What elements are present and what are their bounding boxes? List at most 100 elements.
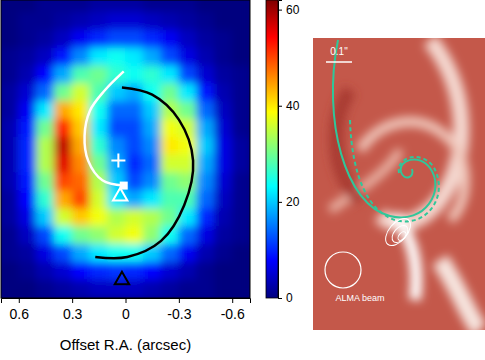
heatmap-cell [1,226,19,245]
colorbar-tick-label: 60 [286,3,300,17]
heatmap-cell [125,119,144,138]
heatmap-cell [89,137,108,156]
heatmap-cell [107,244,126,263]
heatmap-cell [107,12,126,31]
heatmap-cell [36,83,55,102]
heatmap-cell [36,244,55,263]
heatmap-cell [125,155,144,174]
heatmap-cell [18,66,37,85]
heatmap-cell [36,48,55,67]
heatmap-cell [54,83,73,102]
heatmap-cell [196,155,215,174]
heatmap-cell [143,262,162,281]
heatmap-cell [232,280,250,298]
heatmap-cell [107,0,126,13]
heatmap-cell [89,12,108,31]
heatmap-cell [196,101,215,120]
heatmap-cell [72,226,91,245]
spiral-model-dashed [350,120,439,221]
x-tick-mark [72,298,73,303]
heatmap-cell [178,48,197,67]
heatmap-cell [196,83,215,102]
heatmap-cell [214,30,233,49]
x-tick: 0.3 [63,298,83,322]
heatmap [1,0,250,298]
heatmap-cell [161,48,180,67]
heatmap-cell [36,30,55,49]
heatmap-cell [18,226,37,245]
marker-triangle [115,272,129,284]
heatmap-cell [89,190,108,209]
marker-triangle [113,188,127,200]
heatmap-cell [72,137,91,156]
heatmap-cell [89,101,108,120]
heatmap-cell [54,226,73,245]
heatmap-cell [125,208,144,227]
heatmap-cell [1,12,19,31]
heatmap-cell [196,190,215,209]
heatmap-cell [178,66,197,85]
heatmap-cell [107,208,126,227]
heatmap-cell [161,0,180,13]
heatmap-cell [161,155,180,174]
heatmap-cell [196,280,215,298]
heatmap-cell [54,190,73,209]
overlay-arc [95,87,193,258]
heatmap-cell [214,262,233,281]
heatmap-cell [89,83,108,102]
heatmap-cell [143,280,162,298]
marker-shape [113,188,127,200]
heatmap-cell [143,48,162,67]
contour [381,214,415,250]
heatmap-cell [178,83,197,102]
heatmap-cell [54,137,73,156]
plot-area [1,0,250,298]
heatmap-cell [72,48,91,67]
heatmap-cell [143,12,162,31]
heatmap-cell [1,48,19,67]
heatmap-cell [143,101,162,120]
heatmap-cell [18,48,37,67]
heatmap-cell [36,12,55,31]
heatmap-cell [1,173,19,192]
heatmap-cell [54,48,73,67]
heatmap-cell [196,262,215,281]
heatmap-cell [232,66,250,85]
contour [389,222,411,245]
x-tick-mark [232,298,233,303]
heatmap-cell [161,12,180,31]
heatmap-cell [232,155,250,174]
colorbar [266,0,278,298]
heatmap-cell [1,208,19,227]
heatmap-cell [1,262,19,281]
heatmap-cell [178,30,197,49]
heatmap-cell [36,280,55,298]
heatmap-cell [72,119,91,138]
heatmap-cell [214,12,233,31]
plot-frame [1,0,250,298]
figure: 0.60.30-0.3-0.6Offset R.A. (arcsec)02040… [0,0,485,360]
heatmap-cell [107,30,126,49]
heatmap-cell [107,226,126,245]
heatmap-cell [232,173,250,192]
heatmap-cell [36,137,55,156]
simulation-panel [313,38,485,330]
heatmap-cell [36,208,55,227]
heatmap-cell [72,12,91,31]
heatmap-cell [54,119,73,138]
heatmap-cell [18,12,37,31]
heatmap-cell [89,66,108,85]
heatmap-cell [232,48,250,67]
heatmap-cell [196,48,215,67]
heatmap-cell [214,280,233,298]
heatmap-cell [125,137,144,156]
heatmap-cell [72,0,91,13]
heatmap-cell [196,244,215,263]
heatmap-cell [214,173,233,192]
heatmap-cell [18,155,37,174]
heatmap-cell [54,0,73,13]
heatmap-cell [107,101,126,120]
x-tick: 0.6 [10,298,30,322]
heatmap-cell [54,12,73,31]
colorbar-tick-label: 0 [286,291,293,305]
